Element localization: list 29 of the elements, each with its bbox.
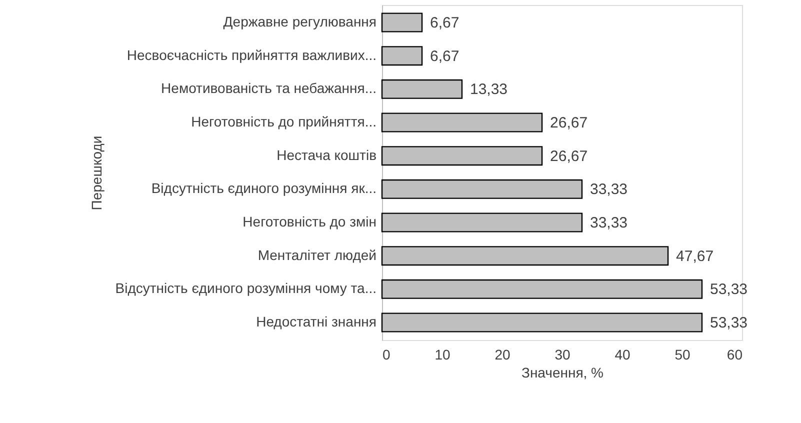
data-label: 6,67 (430, 48, 460, 65)
data-label: 26,67 (550, 148, 588, 165)
y-tick-label: Менталітет людей (258, 246, 376, 263)
data-label: 33,33 (590, 214, 628, 232)
y-tick-label: Неготовність до змін (242, 214, 376, 230)
x-tick-label: 30 (554, 346, 570, 362)
y-tick-label: Несвоєчасність прийняття важливих... (126, 46, 376, 63)
data-label: 13,33 (470, 81, 508, 98)
data-label: 53,33 (710, 314, 748, 332)
data-label: 53,33 (710, 281, 748, 298)
x-tick-label: 50 (674, 346, 690, 362)
x-tick-label: 60 (726, 346, 743, 362)
y-tick-label: Відсутність єдиного розуміння як... (151, 180, 376, 196)
data-label: 26,67 (550, 114, 588, 132)
y-axis-title: Перешкоди (88, 136, 104, 210)
y-tick-label: Державне регулювання (223, 14, 376, 30)
x-tick-label: 10 (434, 346, 450, 362)
data-label: 47,67 (676, 248, 714, 265)
x-axis-title: Значення, % (521, 364, 604, 380)
data-label: 33,33 (590, 181, 628, 198)
y-tick-label: Немотивованість та небажання... (161, 80, 376, 96)
y-tick-label: Відсутність єдиного розуміння чому та... (115, 280, 376, 296)
x-tick-label: 0 (382, 346, 390, 362)
y-tick-label: Неготовність до прийняття... (191, 114, 376, 130)
x-tick-label: 20 (494, 346, 510, 362)
y-tick-label: Нестача коштів (276, 146, 376, 163)
data-label: 6,67 (430, 14, 460, 32)
y-tick-label: Недостатні знання (256, 314, 376, 330)
x-tick-label: 40 (614, 346, 630, 362)
